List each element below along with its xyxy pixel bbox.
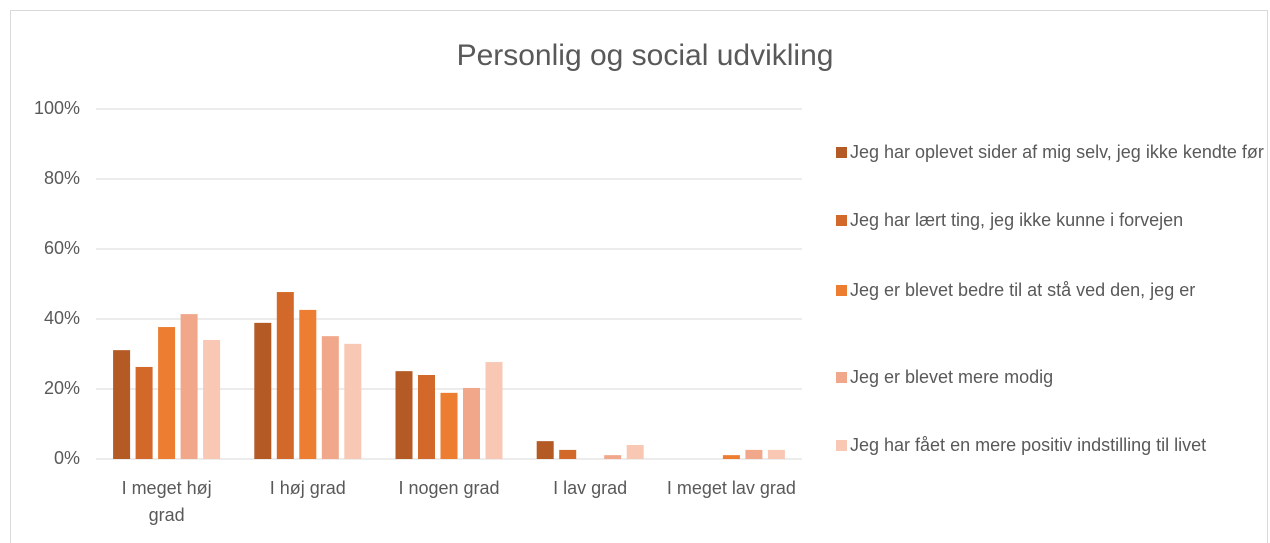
legend-item: Jeg har lært ting, jeg ikke kunne i forv… (836, 205, 1266, 235)
bar (158, 327, 176, 459)
bar (626, 445, 644, 459)
bar (321, 336, 339, 459)
legend-item: Jeg har fået en mere positiv indstilling… (836, 430, 1266, 460)
bar (180, 314, 198, 459)
legend-swatch (836, 440, 847, 451)
legend-label: Jeg er blevet bedre til at stå ved den, … (850, 280, 1196, 300)
bar (344, 343, 362, 459)
bar (745, 449, 763, 459)
x-tick-label: I meget høj grad (121, 478, 212, 525)
y-tick-label: 20% (44, 378, 80, 398)
x-tick-label: I nogen grad (398, 478, 500, 498)
legend-label: Jeg er blevet mere modig (850, 367, 1054, 387)
y-tick-label: 40% (44, 308, 80, 328)
chart-frame (10, 10, 1268, 543)
y-tick-label: 80% (44, 168, 80, 188)
legend-item: Jeg er blevet mere modig (836, 362, 1266, 392)
bar (485, 362, 503, 459)
bar (536, 441, 554, 459)
legend-swatch (836, 372, 847, 383)
bar (463, 387, 480, 459)
bar (440, 392, 458, 459)
legend-swatch (836, 215, 847, 226)
y-tick-label: 60% (44, 238, 80, 258)
legend-item: Jeg er blevet bedre til at stå ved den, … (836, 275, 1266, 305)
bar (395, 371, 413, 459)
legend-label: Jeg har fået en mere positiv indstilling… (850, 435, 1207, 455)
bar (276, 292, 294, 459)
x-tick-label: I lav grad (553, 478, 628, 498)
bar (203, 340, 221, 459)
bar (559, 449, 577, 459)
legend-label: Jeg har oplevet sider af mig selv, jeg i… (850, 142, 1264, 162)
x-tick-label: I høj grad (269, 478, 346, 498)
bar (418, 375, 435, 459)
bar (767, 449, 785, 459)
bar (113, 350, 131, 459)
legend-swatch (836, 285, 847, 296)
chart-title: Personlig og social udvikling (457, 39, 834, 72)
x-tick-label: I meget lav grad (666, 478, 796, 498)
legend-swatch (836, 147, 847, 158)
bar (135, 366, 153, 459)
legend-item: Jeg har oplevet sider af mig selv, jeg i… (836, 137, 1266, 167)
bar (299, 309, 317, 459)
bar (254, 322, 272, 459)
legend-label: Jeg har lært ting, jeg ikke kunne i forv… (850, 210, 1184, 230)
bar (722, 455, 740, 459)
bar (604, 455, 622, 459)
y-tick-label: 100% (34, 98, 80, 118)
y-tick-label: 0% (54, 448, 80, 468)
